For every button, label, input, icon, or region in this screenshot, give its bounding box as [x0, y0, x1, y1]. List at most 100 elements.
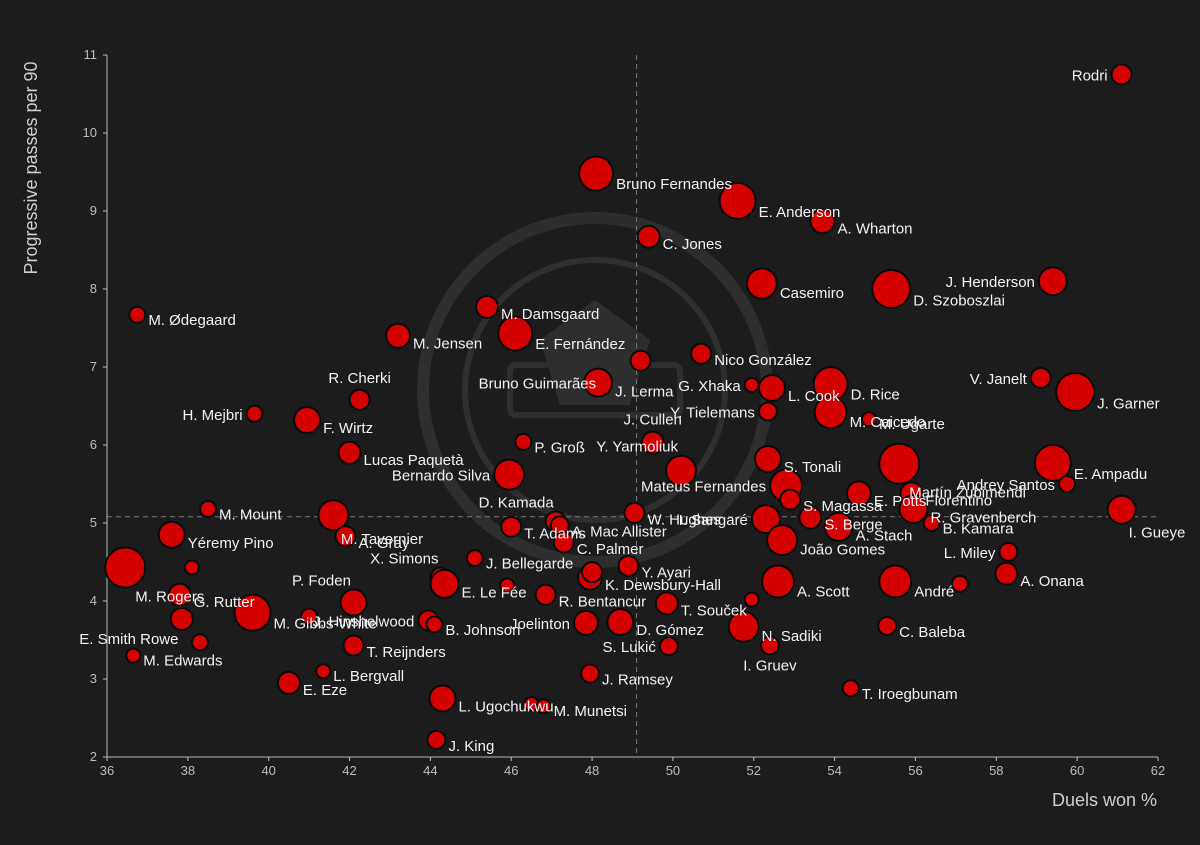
data-point — [757, 374, 786, 403]
point-label: F. Wirtz — [323, 420, 373, 437]
point-label: R. Bentancur — [559, 593, 647, 610]
data-point — [757, 401, 778, 422]
point-label: L. Miley — [944, 545, 996, 562]
data-point — [845, 480, 872, 507]
point-label: J. Hinshelwood — [313, 614, 415, 631]
markers — [104, 63, 1137, 750]
data-point — [535, 698, 552, 715]
point-label: H. Mejbri — [183, 407, 243, 424]
point-label: A. Wharton — [837, 221, 912, 238]
point-label: I. Gruev — [743, 657, 797, 674]
data-point — [761, 564, 796, 599]
x-tick-label: 38 — [181, 763, 195, 778]
point-label: C. Palmer — [577, 541, 644, 558]
data-point — [514, 432, 533, 451]
point-label: Y. Ayari — [641, 564, 690, 581]
data-point — [950, 574, 969, 593]
data-point — [623, 501, 646, 524]
point-label: R. Gravenberch — [930, 510, 1036, 527]
point-label: E. Eze — [303, 682, 347, 699]
data-point — [813, 395, 848, 430]
point-label: X. Simons — [370, 551, 438, 568]
point-label: S. Lukić — [603, 639, 657, 656]
point-label: Casemiro — [780, 285, 844, 302]
point-label: Mateus Fernandes — [641, 479, 766, 496]
data-point — [552, 531, 575, 554]
point-label: D. Szoboszlai — [913, 292, 1005, 309]
data-point — [743, 376, 760, 393]
point-label: André — [914, 583, 954, 600]
x-tick-label: 62 — [1151, 763, 1165, 778]
point-label: B. Johnson — [445, 622, 520, 639]
data-point — [654, 591, 679, 616]
data-point — [636, 224, 661, 249]
data-point — [583, 367, 614, 398]
point-label: I. Gueye — [1129, 525, 1186, 542]
point-label: T. Iroegbunam — [862, 686, 958, 703]
data-point — [183, 559, 200, 576]
data-point — [766, 524, 799, 557]
point-label: M. Munetsi — [554, 703, 627, 720]
data-point — [580, 663, 601, 684]
point-label: J. Garner — [1097, 395, 1160, 412]
y-axis-title: Progressive passes per 90 — [21, 61, 41, 274]
point-label: Bernardo Silva — [392, 468, 491, 485]
point-label: M. Edwards — [143, 652, 222, 669]
data-point — [629, 349, 652, 372]
data-point — [500, 515, 523, 538]
data-point — [128, 305, 147, 324]
data-point — [169, 606, 194, 631]
x-tick-label: 48 — [585, 763, 599, 778]
point-label: A. Onana — [1020, 573, 1084, 590]
point-label: E. Fernández — [535, 336, 625, 353]
point-label: W. Hughes — [648, 511, 721, 528]
data-point — [727, 610, 760, 643]
data-point — [348, 388, 371, 411]
data-point — [994, 561, 1019, 586]
point-label: P. Foden — [292, 573, 351, 590]
point-label: T. Souček — [681, 602, 747, 619]
data-point — [334, 525, 357, 548]
y-tick-label: 11 — [84, 47, 98, 62]
data-point — [690, 342, 713, 365]
y-tick-label: 3 — [90, 671, 97, 686]
point-label: João Gomes — [800, 541, 885, 558]
data-point — [823, 511, 854, 542]
point-label: M. Tavernier — [341, 531, 423, 548]
data-point — [337, 440, 362, 465]
point-label: Bruno Fernandes — [616, 176, 732, 193]
point-label: D. Rice — [851, 387, 900, 404]
y-tick-label: 10 — [83, 125, 97, 140]
point-label: T. Adams — [524, 525, 586, 542]
y-tick-label: 9 — [90, 203, 97, 218]
point-label: S. Berge — [824, 517, 882, 534]
data-point — [425, 615, 444, 634]
data-point — [497, 315, 534, 352]
data-point — [779, 488, 802, 511]
data-point — [743, 591, 760, 608]
data-point — [658, 636, 679, 657]
x-tick-label: 44 — [423, 763, 437, 778]
point-label: B. Kamara — [943, 520, 1015, 537]
data-point — [1029, 366, 1052, 389]
data-point — [157, 520, 186, 549]
data-point — [426, 729, 447, 750]
point-label: L. Ugochukwu — [459, 699, 554, 716]
y-ticks: 2 3 4 5 6 7 8 9 10 11 — [83, 47, 107, 764]
point-label: G. Rutter — [194, 594, 255, 611]
data-point — [428, 684, 457, 713]
x-tick-label: 58 — [989, 763, 1003, 778]
point-label: C. Jones — [663, 236, 722, 253]
point-label: Rodri — [1072, 68, 1108, 85]
point-label: M. Ugarte — [879, 416, 945, 433]
point-label: E. Smith Rowe — [79, 631, 178, 648]
x-tick-label: 42 — [342, 763, 356, 778]
y-tick-label: 2 — [90, 749, 97, 764]
data-point — [385, 322, 412, 349]
data-point — [104, 546, 147, 589]
point-label: S. Tonali — [784, 459, 841, 476]
data-point — [922, 514, 941, 532]
data-point — [665, 454, 698, 487]
